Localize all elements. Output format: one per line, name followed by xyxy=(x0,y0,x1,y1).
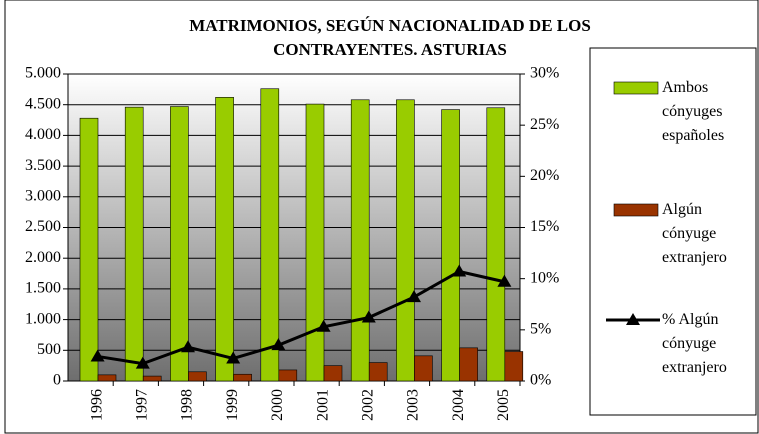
marker xyxy=(271,338,286,351)
bar xyxy=(79,117,99,382)
legend-marker xyxy=(626,313,640,325)
bar xyxy=(368,362,388,382)
y-tick-label: 2.000 xyxy=(25,249,61,266)
marker xyxy=(497,274,512,287)
x-tick-label: 1998 xyxy=(179,389,196,421)
x-tick-label: 1997 xyxy=(133,389,150,421)
bar xyxy=(323,365,343,382)
y2-tick-label: 15% xyxy=(530,218,559,235)
y2-tick-label: 5% xyxy=(530,321,551,338)
legend-box xyxy=(589,47,757,416)
x-tick-label: 2000 xyxy=(269,389,286,421)
marker xyxy=(181,340,195,353)
bar xyxy=(142,375,162,382)
legend-label: Algún cónyuge extranjero xyxy=(662,201,727,266)
y2-tick-label: 25% xyxy=(530,116,559,133)
chart-title: MATRIMONIOS, SEGÚN NACIONALIDAD DE LOS C… xyxy=(189,16,591,59)
bar xyxy=(459,347,478,382)
y-tick-label: 1.000 xyxy=(25,310,61,327)
y-tick-label: 4.500 xyxy=(25,95,61,112)
line xyxy=(97,269,505,366)
bar xyxy=(124,106,144,382)
y-tick-label: 4.000 xyxy=(25,126,61,143)
x-tick-label: 2005 xyxy=(495,389,512,421)
x-tick-label: 2003 xyxy=(405,389,422,421)
y-tick-label: 0 xyxy=(53,372,61,389)
legend-label: % Algún cónyuge extranjero xyxy=(662,311,727,376)
bar xyxy=(305,103,325,382)
bar xyxy=(441,109,460,382)
bar xyxy=(170,106,189,382)
y2-tick-label: 0% xyxy=(530,372,551,389)
marker xyxy=(452,264,467,277)
y-tick-label: 500 xyxy=(37,341,61,358)
bar xyxy=(350,99,370,382)
y2-tick-label: 10% xyxy=(530,269,559,286)
bar xyxy=(97,374,117,382)
chart-border xyxy=(4,0,759,434)
y-tick-label: 5.000 xyxy=(25,65,61,82)
bar xyxy=(414,355,433,382)
x-tick-label: 1996 xyxy=(88,389,105,421)
marker xyxy=(135,356,150,369)
y2-tick-label: 30% xyxy=(530,65,559,82)
x-tick-label: 1999 xyxy=(224,389,241,421)
legend-swatch xyxy=(613,203,659,217)
y-tick-label: 3.500 xyxy=(25,157,61,174)
bar xyxy=(215,97,234,382)
legend-swatch xyxy=(613,81,659,95)
bar xyxy=(278,369,298,382)
y2-tick-label: 20% xyxy=(530,167,559,184)
x-tick-label: 2004 xyxy=(450,389,467,421)
bar xyxy=(260,88,280,382)
bar xyxy=(188,371,207,382)
x-tick-label: 2002 xyxy=(359,389,376,421)
y-tick-label: 1.500 xyxy=(25,280,61,297)
y-tick-label: 2.500 xyxy=(25,218,61,235)
bar xyxy=(504,351,524,382)
bar xyxy=(396,99,415,382)
bar xyxy=(233,373,252,382)
marker xyxy=(316,319,331,332)
bar xyxy=(486,107,506,382)
legend-label: Ambos cónyuges españoles xyxy=(662,79,725,144)
x-tick-label: 2001 xyxy=(314,389,331,421)
marker xyxy=(90,349,105,362)
marker xyxy=(407,290,421,303)
marker xyxy=(226,351,241,364)
marker xyxy=(361,310,376,323)
y-tick-label: 3.000 xyxy=(25,187,61,204)
